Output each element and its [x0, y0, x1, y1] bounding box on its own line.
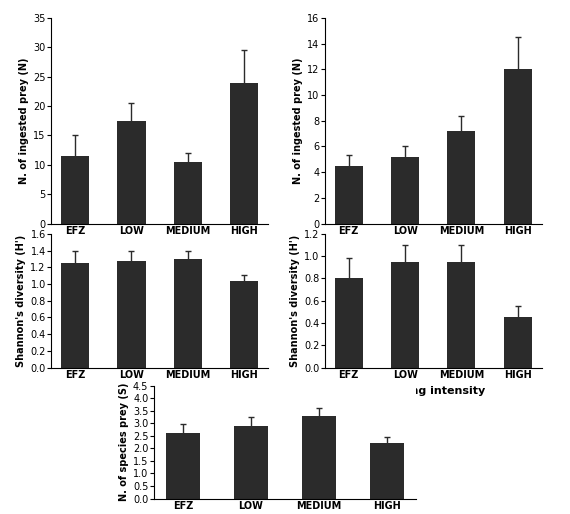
Bar [335, 166, 363, 224]
Bar [61, 156, 89, 224]
Y-axis label: Shannon's diversity (H'): Shannon's diversity (H') [290, 234, 300, 367]
Bar [230, 83, 258, 224]
Y-axis label: N. of ingested prey (N): N. of ingested prey (N) [19, 58, 29, 184]
Bar [447, 262, 475, 368]
Bar [503, 318, 532, 368]
Bar [174, 259, 202, 368]
Bar [234, 426, 268, 499]
X-axis label: Fishing intensity: Fishing intensity [381, 386, 485, 396]
Bar [391, 262, 419, 368]
Bar [174, 162, 202, 224]
Bar [117, 262, 145, 368]
Y-axis label: N. of ingested prey (N): N. of ingested prey (N) [293, 58, 303, 184]
Bar [370, 443, 404, 499]
Bar [61, 263, 89, 368]
Bar [391, 157, 419, 224]
Bar [447, 131, 475, 224]
Bar [302, 416, 336, 499]
Bar [503, 69, 532, 224]
Y-axis label: N. of species prey (S): N. of species prey (S) [119, 383, 129, 501]
Bar [117, 121, 145, 224]
Bar [335, 279, 363, 368]
Y-axis label: Shannon's diversity (H'): Shannon's diversity (H') [16, 234, 26, 367]
Bar [230, 282, 258, 368]
Bar [166, 433, 200, 499]
